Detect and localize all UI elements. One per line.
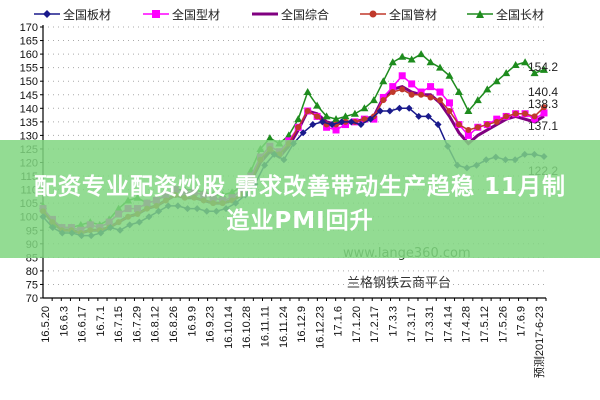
legend-item-section: 全国型材 [143, 4, 220, 24]
legend-label: 全国长材 [496, 7, 545, 22]
end-value-label: 140.4 [528, 85, 558, 99]
x-tick-label: 17.5.12 [479, 306, 491, 343]
y-tick-label: 75 [26, 279, 38, 291]
legend-label: 全国型材 [172, 7, 221, 22]
x-tick-label: 16.7.29 [131, 306, 143, 343]
x-tick-label: 17.6.9 [516, 306, 528, 337]
x-tick-label: 16.6.17 [77, 306, 89, 343]
x-tick-label: 16.10.28 [241, 306, 253, 349]
triangle-line-icon [467, 10, 493, 18]
y-tick-label: 70 [26, 293, 38, 305]
x-tick-label: 17.2.17 [369, 306, 381, 343]
end-value-label: 138.3 [528, 97, 558, 111]
legend-item-composite: 全国综合 [252, 4, 329, 24]
chart-legend: 全国板材 全国型材 全国综合 全国管材 全国长材 [0, 4, 600, 24]
x-tick-label: 16.9.9 [186, 306, 198, 337]
x-tick-label: 17.4.28 [461, 306, 473, 343]
x-tick-label: 17.1.6 [333, 306, 345, 337]
legend-label: 全国板材 [63, 7, 112, 22]
x-tick-label: 16.5.20 [40, 306, 52, 343]
x-tick-label: 预测2017-6-23 [533, 306, 546, 378]
y-tick-label: 160 [20, 49, 38, 61]
legend-label: 全国管材 [389, 7, 438, 22]
x-tick-label: 16.12.9 [296, 306, 308, 343]
y-tick-label: 170 [20, 22, 38, 34]
headline-line-1[interactable]: 配资专业配资炒股 需求改善带动生产趋稳 11月制 [33, 174, 567, 200]
x-tick-label: 17.3.17 [406, 306, 418, 343]
x-tick-label: 17.3.3 [388, 306, 400, 337]
headline-line-2[interactable]: 造业PMI回升 [226, 208, 374, 234]
x-tick-label: 16.8.26 [168, 306, 180, 343]
y-tick-label: 150 [20, 76, 38, 88]
circle-line-icon [360, 10, 386, 18]
y-tick-label: 135 [20, 117, 38, 129]
y-tick-label: 145 [20, 90, 38, 102]
y-tick-label: 80 [26, 266, 38, 278]
x-tick-label: 17.4.14 [442, 306, 454, 343]
x-tick-label: 16.12.23 [314, 306, 326, 349]
x-tick-label: 17.5.26 [497, 306, 509, 343]
legend-item-long: 全国长材 [467, 4, 544, 24]
x-tick-label: 16.10.14 [223, 306, 235, 349]
x-tick-label: 16.7.15 [113, 306, 125, 343]
x-tick-label: 16.11.11 [259, 306, 271, 347]
legend-item-pipe: 全国管材 [360, 4, 437, 24]
end-value-label: 137.1 [528, 119, 558, 133]
x-tick-label: 17.3.31 [424, 306, 436, 343]
diamond-line-icon [34, 10, 60, 18]
x-tick-label: 16.8.12 [150, 306, 162, 343]
y-tick-label: 130 [20, 130, 38, 142]
x-tick-label: 16.9.23 [205, 306, 217, 343]
x-axis: 16.5.20 16.6.3 16.6.17 16.7.1 16.7.15 16.7.29… [40, 297, 547, 378]
line-icon [252, 12, 278, 16]
x-tick-label: 17.1.20 [351, 306, 363, 343]
headline-banner [0, 140, 600, 258]
y-tick-label: 155 [20, 63, 38, 75]
x-tick-label: 16.11.24 [278, 306, 290, 348]
end-value-label: 154.2 [528, 60, 558, 74]
watermark-name: 兰格钢铁云商平台 [347, 276, 452, 291]
legend-item-plate: 全国板材 [34, 4, 111, 24]
square-line-icon [143, 10, 169, 18]
x-tick-label: 16.6.3 [58, 306, 70, 337]
y-tick-label: 140 [20, 103, 38, 115]
legend-label: 全国综合 [281, 7, 330, 22]
x-tick-label: 16.7.1 [95, 306, 107, 337]
y-tick-label: 165 [20, 36, 38, 48]
